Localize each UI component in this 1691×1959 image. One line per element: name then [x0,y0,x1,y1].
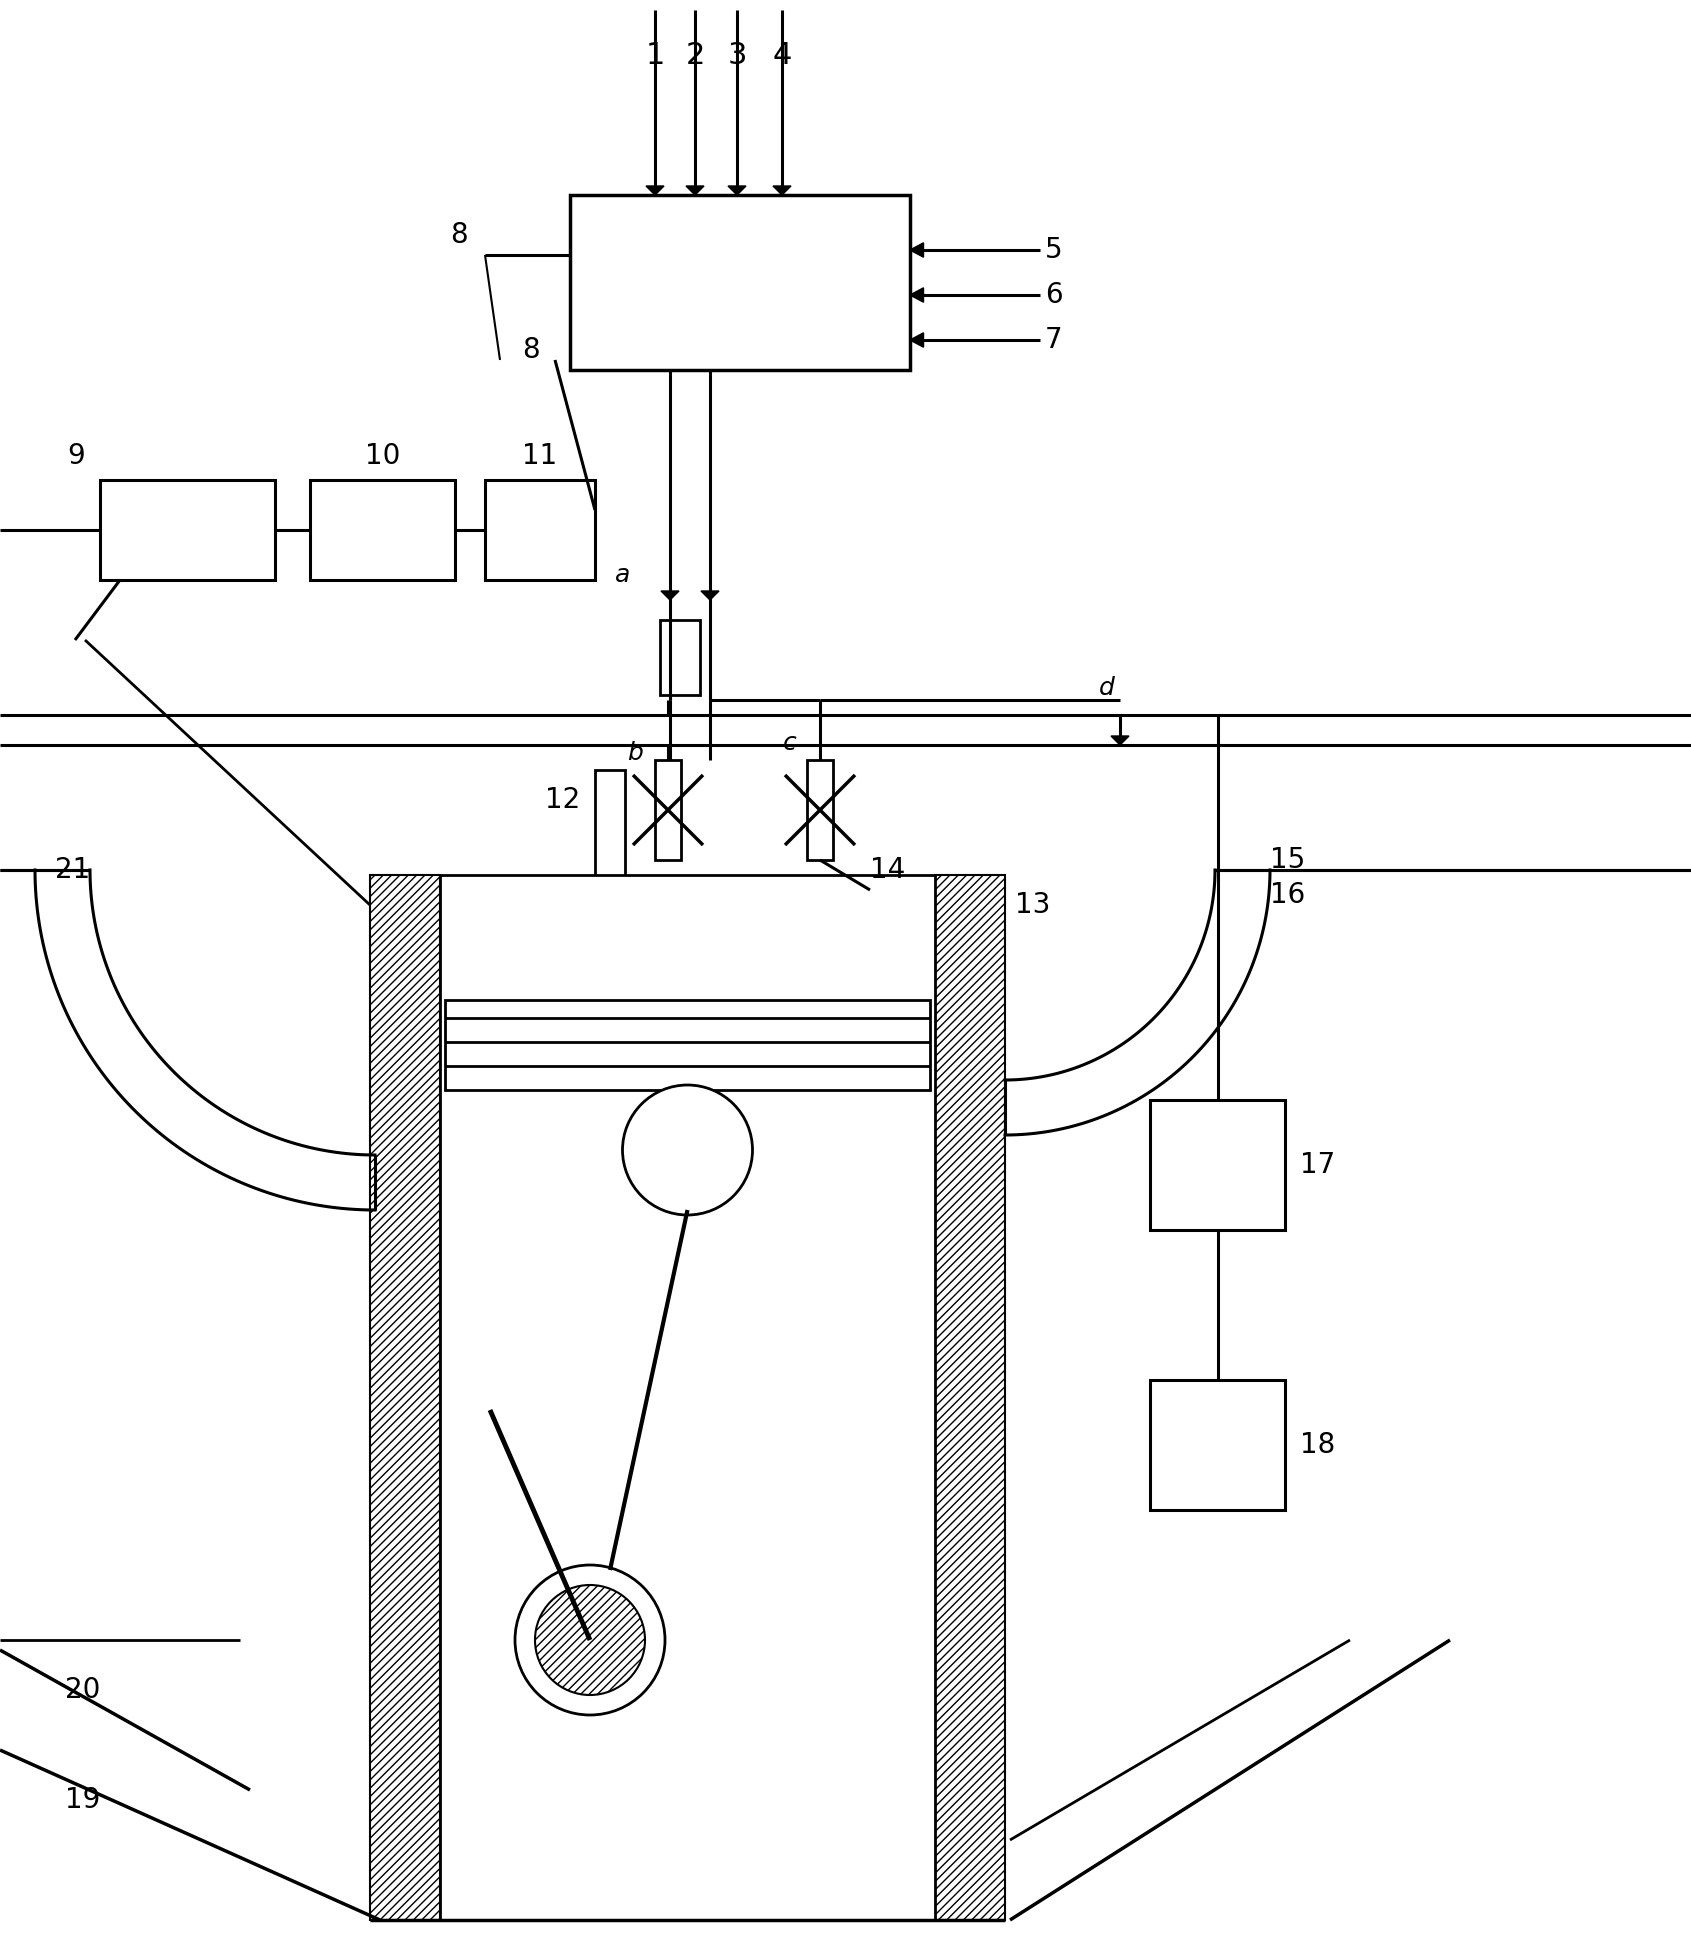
Bar [595,770,626,899]
Polygon shape [702,592,719,599]
Text: 11: 11 [523,443,558,470]
Bar [570,196,910,370]
Text: 3: 3 [727,41,747,69]
Text: 10: 10 [365,443,401,470]
Text: 14: 14 [869,856,905,884]
Text: 5: 5 [1045,235,1062,264]
Bar [659,619,700,695]
Text: 6: 6 [1045,280,1062,310]
Circle shape [516,1565,665,1714]
Bar [309,480,455,580]
Text: 1: 1 [646,41,665,69]
Bar [1150,1379,1285,1510]
Bar [370,876,440,1920]
Text: 2: 2 [685,41,705,69]
Text: 12: 12 [545,786,580,815]
Text: 4: 4 [773,41,791,69]
Bar [100,480,276,580]
Text: a: a [614,562,631,588]
Text: 9: 9 [68,443,85,470]
Bar [935,876,1004,1920]
Polygon shape [910,333,923,347]
Text: 8: 8 [523,337,539,364]
Circle shape [534,1585,644,1695]
Polygon shape [729,186,746,196]
Text: 15: 15 [1270,846,1305,874]
Polygon shape [646,186,665,196]
Polygon shape [910,288,923,302]
Bar [485,480,595,580]
Polygon shape [773,186,791,196]
Text: 17: 17 [1300,1152,1336,1179]
Text: 21: 21 [56,856,90,884]
Text: 20: 20 [64,1677,100,1704]
Text: c: c [783,731,796,754]
Text: 13: 13 [1015,891,1050,919]
Text: 18: 18 [1300,1430,1336,1459]
Bar [445,999,930,1089]
Text: 8: 8 [450,221,468,249]
Bar [654,760,681,860]
Circle shape [622,1085,752,1215]
Text: 16: 16 [1270,882,1305,909]
Polygon shape [1111,737,1130,744]
Bar [1150,1101,1285,1230]
Text: b: b [627,741,643,766]
Bar [807,760,834,860]
Polygon shape [687,186,703,196]
Polygon shape [910,243,923,257]
Text: 19: 19 [64,1787,100,1814]
Polygon shape [661,592,680,599]
Text: 7: 7 [1045,325,1062,355]
Bar [440,876,935,1920]
Text: d: d [1099,676,1114,699]
